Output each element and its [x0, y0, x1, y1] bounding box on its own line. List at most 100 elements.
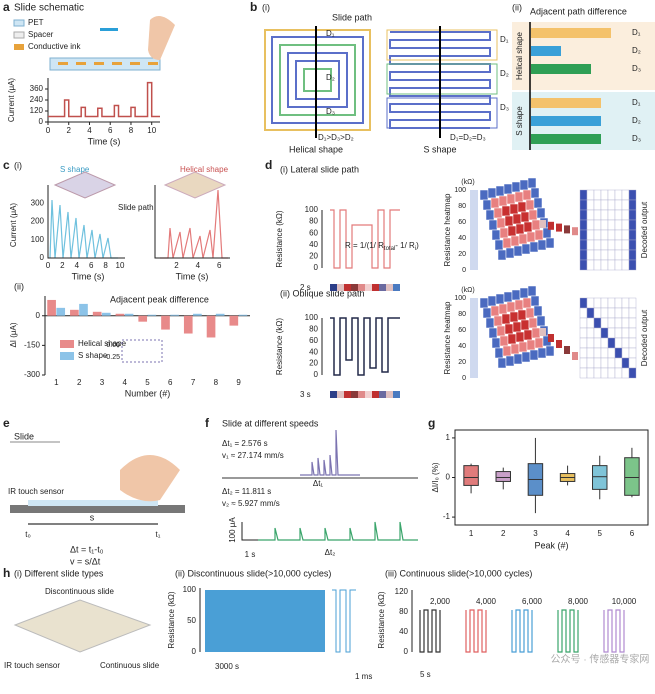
box — [592, 465, 608, 490]
x-tick-label: 10 — [147, 126, 156, 135]
label: Helical shape — [515, 31, 524, 80]
label: 40 — [309, 347, 318, 356]
label: 1 s — [245, 550, 256, 559]
decoded-cell — [614, 209, 623, 221]
decoded-cell — [621, 327, 630, 339]
bar — [215, 313, 225, 316]
formula-part: total — [384, 246, 395, 252]
decoded-cell — [586, 367, 595, 379]
decoded-cell — [628, 229, 637, 241]
decoded-cell — [621, 259, 630, 271]
label: 8 — [103, 261, 108, 270]
code-cell — [358, 391, 365, 398]
label: D₃ — [632, 64, 641, 73]
decoded-cell — [607, 189, 616, 201]
decoded-cell — [586, 259, 595, 271]
label: 300 — [31, 198, 45, 207]
decoded-cell — [621, 249, 630, 261]
decoded-cell — [600, 317, 609, 329]
decoded-cell — [593, 347, 602, 359]
heat-cell — [505, 247, 515, 259]
label: 20 — [458, 359, 466, 366]
y-tick-label: 240 — [30, 95, 44, 104]
label: 4,000 — [476, 597, 497, 606]
label: 60 — [458, 327, 466, 334]
label: Δt₁ — [313, 479, 324, 488]
heat-cell — [513, 245, 523, 257]
decoded-cell — [614, 317, 623, 329]
film — [49, 57, 161, 71]
legend-label: Helical shape — [78, 339, 127, 348]
label: 100 — [183, 585, 197, 594]
decoded-cell — [586, 219, 595, 231]
label: D₂ — [500, 69, 509, 78]
decoded-cell — [579, 337, 588, 349]
x-tick-label: 1 — [469, 529, 474, 538]
label: (kΩ) — [461, 287, 474, 294]
decoded-cell — [579, 259, 588, 271]
label: 2,000 — [430, 597, 451, 606]
label: D₁ — [500, 35, 509, 44]
block — [540, 220, 546, 228]
label: 100 — [305, 313, 319, 322]
label: (kΩ) — [461, 179, 474, 186]
decoded-cell — [600, 297, 609, 309]
x-tick-label: 4 — [565, 529, 570, 538]
heat-cell — [537, 347, 547, 359]
label: Helical shape — [180, 165, 229, 174]
decoded-cell — [621, 229, 630, 241]
heat-cell — [497, 249, 507, 261]
heat-cell — [521, 243, 531, 255]
box — [624, 457, 640, 496]
label: 120 — [395, 587, 409, 596]
heat-cell — [509, 311, 519, 323]
code-cell — [344, 284, 351, 291]
outline — [386, 29, 498, 61]
label: S shape — [423, 144, 456, 154]
axis — [47, 185, 125, 259]
heat-cell — [504, 215, 514, 227]
label: D₃ — [632, 134, 641, 143]
panel-label: b — [250, 0, 257, 14]
label: D₁ — [326, 29, 335, 38]
decoded-cell — [579, 357, 588, 369]
label: 40 — [458, 235, 466, 242]
decoded-cell — [593, 337, 602, 349]
label: 20 — [309, 359, 318, 368]
label: 80 — [458, 311, 466, 318]
x-tick-label: 1 — [54, 378, 59, 387]
label: 2 — [60, 261, 65, 270]
decoded-cell — [607, 337, 616, 349]
label: Decoded output — [640, 201, 649, 258]
cycles — [419, 609, 625, 653]
heat-cell — [487, 187, 497, 199]
label: Δt₂ = 11.811 s — [222, 487, 271, 496]
heat-cell — [496, 325, 506, 337]
label: D₁>D₃>D₂ — [318, 133, 354, 142]
label: Helical shape — [289, 144, 343, 154]
heat-cell — [515, 223, 525, 235]
y-tick-label: 0 — [446, 473, 451, 482]
heat-cell — [491, 229, 501, 241]
label: 0 — [462, 267, 466, 274]
code-cell — [379, 284, 386, 291]
legend-swatch — [60, 340, 74, 348]
bar — [115, 313, 125, 316]
decoded-cell — [586, 327, 595, 339]
bar — [138, 315, 148, 322]
decoded-cell — [621, 189, 630, 201]
label: 200 — [31, 217, 45, 226]
label: 100 μA — [228, 517, 237, 543]
y-axis-label: ΔI/I₀ (%) — [431, 462, 440, 492]
decoded-cell — [600, 327, 609, 339]
decoded-cell — [628, 357, 637, 369]
code-cell — [337, 284, 344, 291]
decoded-cell — [614, 199, 623, 211]
bar — [101, 312, 111, 316]
label: (i) — [14, 160, 22, 170]
label: 80 — [309, 325, 318, 334]
label: S shape — [60, 165, 90, 174]
heat-cell — [511, 289, 521, 301]
label: 0 — [404, 647, 409, 656]
decoded-cell — [579, 327, 588, 339]
